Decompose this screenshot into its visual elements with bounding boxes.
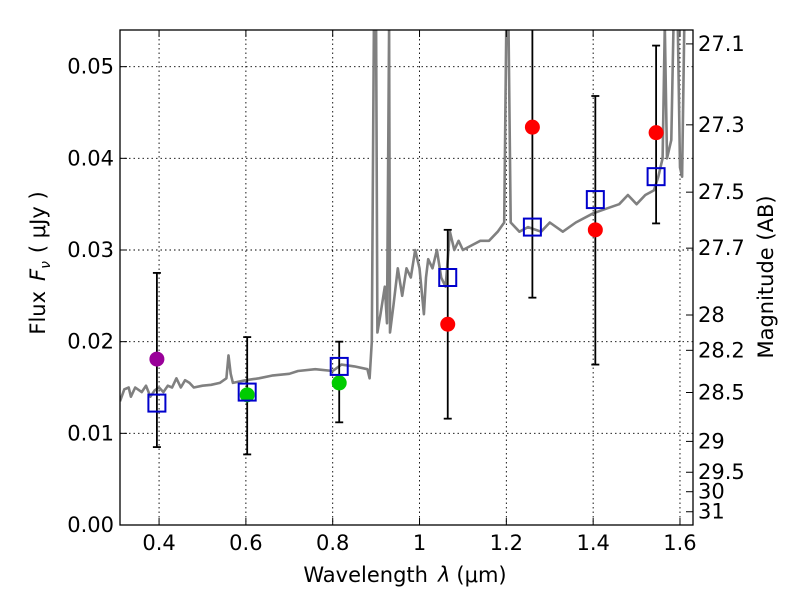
magnitude-tick-label: 28.5: [698, 380, 745, 404]
observed-point: [524, 119, 540, 135]
magnitude-tick-label: 27.3: [698, 113, 745, 137]
x-axis-title: Wavelength λ (μm): [303, 563, 506, 587]
magnitude-tick-label: 29: [698, 429, 725, 453]
observed-point: [440, 316, 456, 332]
y-axis-title-subscript: ν: [38, 261, 54, 269]
magnitude-tick-label: 28.2: [698, 338, 745, 362]
observed-point: [648, 125, 664, 141]
magnitude-tick-label: 28: [698, 303, 725, 327]
y-tick-label: 0.05: [67, 55, 114, 79]
x-axis-title-symbol: λ: [437, 563, 450, 587]
x-tick-label: 1.6: [663, 531, 696, 555]
plot-area: [120, 30, 686, 456]
x-axis-title-prefix: Wavelength: [303, 563, 428, 587]
magnitude-tick-label: 27.7: [698, 236, 745, 260]
x-axis-title-unit: (μm): [456, 563, 506, 587]
observed-point: [239, 387, 255, 403]
y-axis-title: Flux Fν ( μJy ): [26, 191, 54, 334]
magnitude-tick-label: 27.1: [698, 32, 745, 56]
y-tick-label: 0.02: [67, 330, 114, 354]
y-axis-title-prefix: Flux: [26, 291, 50, 335]
model-photometry-square: [585, 190, 605, 210]
secondary-y-axis-title: Magnitude (AB): [754, 195, 778, 358]
x-tick-label: 1.2: [490, 531, 523, 555]
model-photometry-square: [147, 393, 167, 413]
x-tick-label: 1: [413, 531, 426, 555]
model-photometry-square: [329, 356, 349, 376]
magnitude-tick-label: 29.5: [698, 460, 745, 484]
observed-point: [587, 222, 603, 238]
magnitude-tick-label: 31: [698, 500, 725, 524]
x-tick-label: 0.4: [142, 531, 175, 555]
magnitude-tick-label: 27.5: [698, 180, 745, 204]
x-tick-label: 0.6: [229, 531, 262, 555]
model-photometry-square: [237, 382, 257, 402]
observed-point: [331, 375, 347, 391]
axes-frame: [119, 29, 694, 526]
model-photometry-square: [438, 268, 458, 287]
x-tick-label: 1.4: [576, 531, 609, 555]
observed-point: [149, 351, 165, 367]
y-tick-label: 0.04: [67, 146, 114, 170]
model-sed-line: [120, 30, 686, 402]
model-photometry-square: [522, 217, 542, 237]
y-tick-label: 0.01: [67, 421, 114, 445]
y-axis-title-symbol: F: [26, 268, 50, 281]
model-photometry-square: [646, 167, 666, 187]
y-tick-label: 0.03: [67, 238, 114, 262]
x-tick-label: 0.8: [316, 531, 349, 555]
magnitude-tick-label: 30: [698, 480, 725, 504]
y-tick-label: 0.00: [67, 513, 114, 537]
y-axis-title-unit: ( μJy ): [26, 191, 50, 253]
axes: 0.4 0.6 0.8 1 1.2 1.4 1.6 0.00 0.01 0.02 0.03 0.04 0…: [67, 29, 745, 555]
